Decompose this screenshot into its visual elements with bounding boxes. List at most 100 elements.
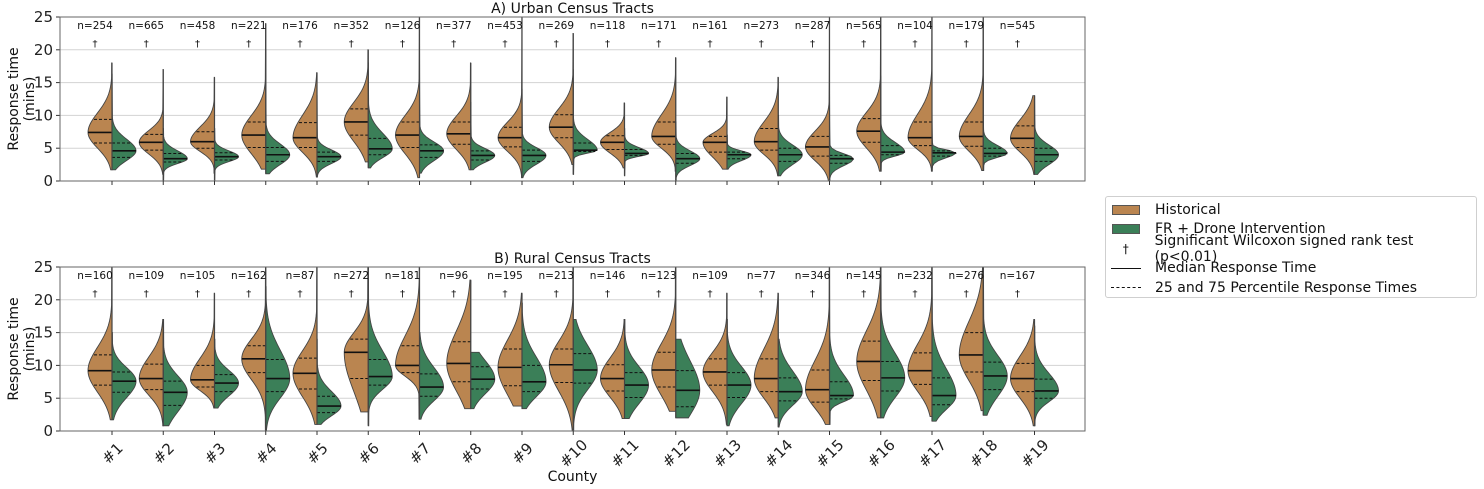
intervention-violin (624, 319, 649, 419)
violin-pair (856, 17, 906, 172)
legend-item-significance: † Significant Wilcoxon signed rank test … (1106, 233, 1476, 265)
n-label: n=213 (539, 270, 575, 282)
historical-violin (753, 76, 779, 177)
x-axis-title: County (548, 469, 598, 485)
intervention-violin (367, 267, 393, 427)
significance-dagger: † (708, 39, 713, 50)
intervention-violin (214, 338, 239, 409)
n-label: n=269 (539, 20, 575, 32)
n-label: n=195 (487, 270, 523, 282)
legend-item-percentiles: 25 and 75 Percentile Response Times (1106, 278, 1476, 298)
x-tick-label: #8 (457, 439, 485, 467)
intervention-swatch (1112, 224, 1140, 235)
y-tick-label: 5 (43, 389, 53, 407)
violin-pair (702, 292, 752, 427)
intervention-violin (880, 267, 906, 419)
violin-pair (190, 292, 239, 409)
significance-dagger: † (810, 39, 815, 50)
violin-pair (600, 102, 649, 177)
intervention-violin (111, 332, 137, 421)
plot-area (87, 267, 1059, 431)
significance-dagger: † (349, 39, 354, 50)
n-label: n=145 (846, 270, 882, 282)
y-axis-title: Response time(mins) (6, 47, 38, 150)
intervention-violin (982, 267, 1008, 416)
violin-pair (651, 267, 701, 419)
violin-pair (292, 72, 342, 178)
n-label: n=545 (1000, 20, 1036, 32)
violin-pair (241, 267, 291, 431)
plot-frame (59, 16, 1086, 182)
violin-pair (805, 267, 854, 425)
violin-pair (958, 267, 1008, 416)
n-label: n=232 (897, 270, 933, 282)
y-axis-title-line: (mins) (22, 327, 38, 372)
historical-violin (753, 292, 779, 419)
intervention-violin (675, 121, 701, 181)
x-tick-label: #10 (556, 436, 591, 471)
historical-violin (446, 62, 472, 171)
x-tick-label: #15 (812, 436, 847, 471)
violin-pair (190, 76, 239, 181)
significance-dagger: † (503, 289, 508, 300)
significance-dagger: † (503, 39, 508, 50)
y-tick-label: 0 (43, 172, 53, 190)
x-tick-label: #17 (915, 436, 950, 471)
panel-title: B) Rural Census Tracts (494, 251, 651, 267)
n-label: n=109 (129, 270, 165, 282)
significance-dagger: † (708, 289, 713, 300)
x-tick-label: #11 (607, 436, 642, 471)
y-tick-label: 0 (43, 422, 53, 440)
significance-dagger: † (759, 289, 764, 300)
historical-violin (600, 319, 625, 419)
legend-item-historical: Historical (1106, 200, 1476, 220)
historical-violin (138, 69, 164, 175)
y-tick-label: 20 (34, 41, 53, 59)
intervention-violin (214, 128, 239, 181)
intervention-violin (521, 302, 547, 410)
historical-violin (190, 292, 215, 409)
n-label: n=87 (286, 270, 315, 282)
n-label: n=77 (747, 270, 776, 282)
y-tick-label: 20 (34, 291, 53, 309)
n-label: n=453 (487, 20, 523, 32)
n-label: n=665 (129, 20, 165, 32)
historical-violin (292, 72, 318, 178)
intervention-violin (1034, 325, 1059, 427)
urban-panel: 0 5 10 15 20 25 Response time(mins) A) Urban Ce… (6, 1, 1086, 190)
violin-pair (856, 267, 906, 419)
significance-dagger: † (144, 39, 149, 50)
significance-dagger: † (144, 289, 149, 300)
violin-pair (138, 319, 188, 427)
x-tick-label: #1 (98, 439, 126, 467)
significance-dagger: † (400, 289, 405, 300)
violin-pair (753, 76, 803, 177)
significance-dagger: † (964, 289, 969, 300)
significance-dagger: † (93, 289, 98, 300)
violin-pair (548, 267, 598, 431)
n-label: n=458 (180, 20, 216, 32)
significance-dagger: † (554, 39, 559, 50)
intervention-violin (265, 286, 291, 431)
intervention-violin (162, 319, 188, 427)
legend-label: FR + Drone Intervention (1155, 221, 1326, 238)
historical-violin (190, 76, 215, 174)
n-label: n=179 (949, 20, 985, 32)
significance-dagger: † (1015, 39, 1020, 50)
historical-violin (651, 57, 677, 172)
violin-pair (497, 292, 547, 410)
significance-dagger: † (298, 289, 303, 300)
x-tick-label: #12 (659, 436, 694, 471)
intervention-violin (777, 338, 803, 428)
x-tick-label: #2 (150, 439, 178, 467)
intervention-violin (419, 332, 444, 420)
n-label: n=254 (77, 20, 113, 32)
violin-pair (87, 62, 137, 171)
n-label: n=221 (231, 20, 267, 32)
x-tick-label: #14 (761, 436, 796, 471)
n-label: n=565 (846, 20, 882, 32)
violin-pair (446, 279, 496, 410)
significance-dagger: † (349, 289, 354, 300)
y-axis-title-line: Response time (6, 297, 22, 400)
y-tick-label: 15 (34, 324, 53, 342)
